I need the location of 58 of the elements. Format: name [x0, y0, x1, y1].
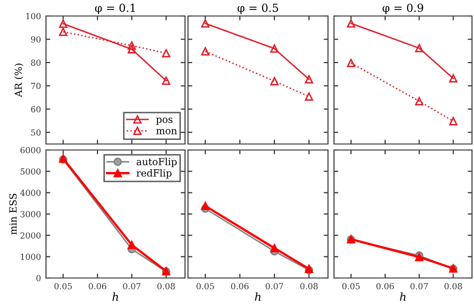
- point: [415, 97, 424, 106]
- point: [270, 76, 279, 86]
- point: [128, 41, 136, 50]
- y-axis-title: min ESS: [9, 194, 17, 235]
- point: [346, 58, 356, 68]
- chart-title: φ = 0.1: [95, 4, 135, 14]
- x-tick-label: 0.07: [410, 283, 428, 290]
- point: [270, 44, 279, 53]
- point: [415, 44, 424, 52]
- y-tick-label: 60: [31, 106, 41, 112]
- point: [58, 20, 68, 28]
- x-tick-label: 0.06: [231, 283, 249, 290]
- point: [58, 28, 68, 36]
- x-axis-title: h: [400, 292, 406, 301]
- y-tick-label: 0: [36, 274, 41, 282]
- y-tick-label: 50: [31, 129, 41, 136]
- x-tick-label: 0.05: [54, 283, 72, 290]
- x-tick-label: 0.08: [444, 283, 462, 290]
- legend-label: pos: [156, 118, 172, 125]
- y-tick-label: 3000: [20, 210, 41, 218]
- point: [449, 74, 458, 83]
- x-tick-label: 0.07: [123, 283, 140, 290]
- legend-label: autoFlip: [136, 158, 177, 168]
- chart-title: φ = 0.5: [238, 4, 278, 14]
- point: [270, 244, 279, 252]
- y-tick-label: 100: [26, 12, 41, 20]
- x-axis-title: h: [254, 292, 261, 301]
- legend-label: mon: [156, 129, 177, 134]
- point: [201, 202, 210, 210]
- point: [304, 92, 314, 101]
- chart-title: φ = 0.9: [382, 4, 424, 14]
- point: [128, 240, 136, 250]
- x-tick-label: 0.05: [196, 283, 214, 290]
- point: [128, 45, 136, 54]
- y-tick-label: 5000: [20, 168, 41, 175]
- y-tick-label: 1000: [20, 254, 41, 260]
- x-tick-label: 0.06: [88, 283, 106, 290]
- point: [449, 117, 458, 126]
- x-tick-label: 0.05: [342, 283, 360, 290]
- point: [346, 19, 356, 28]
- point: [162, 49, 170, 58]
- point: [304, 75, 314, 84]
- y-tick-label: 4000: [20, 190, 41, 196]
- x-tick-label: 0.07: [266, 283, 284, 290]
- y-axis-title: AR (%): [14, 64, 24, 98]
- legend-label: redFlip: [136, 169, 172, 179]
- point: [201, 47, 210, 56]
- y-tick-label: 80: [31, 60, 41, 66]
- y-tick-label: 6000: [20, 146, 41, 154]
- x-tick-label: 0.06: [376, 283, 394, 290]
- y-tick-label: 70: [31, 82, 41, 90]
- y-tick-label: 90: [31, 36, 41, 43]
- point: [201, 19, 210, 28]
- y-tick-label: 2000: [20, 232, 41, 239]
- x-tick-label: 0.08: [157, 283, 175, 290]
- x-axis-title: h: [112, 292, 118, 301]
- point: [162, 76, 170, 85]
- x-tick-label: 0.08: [300, 283, 318, 290]
